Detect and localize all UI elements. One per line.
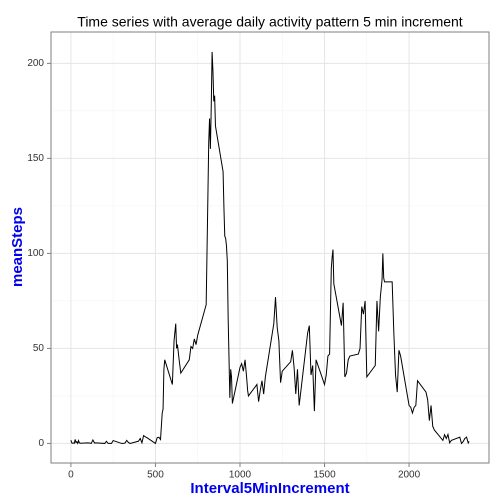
y-axis-label: meanSteps: [9, 207, 26, 287]
x-tick-label: 1500: [313, 470, 336, 481]
x-tick-label: 1000: [229, 470, 252, 481]
x-axis-label: Interval5MinIncrement: [190, 480, 349, 497]
x-tick-label: 2000: [398, 470, 421, 481]
chart-title: Time series with average daily activity …: [77, 14, 463, 30]
y-tick-label: 200: [27, 58, 44, 69]
plot-border: [50, 31, 490, 464]
y-tick-label: 150: [27, 153, 44, 164]
data-line: [70, 51, 470, 445]
x-tick-label: 0: [68, 470, 74, 481]
plot-panel: [51, 32, 489, 463]
y-tick-label: 50: [33, 343, 45, 354]
y-tick-label: 0: [38, 438, 44, 449]
x-tick-label: 500: [147, 470, 164, 481]
y-tick-label: 100: [27, 248, 44, 259]
